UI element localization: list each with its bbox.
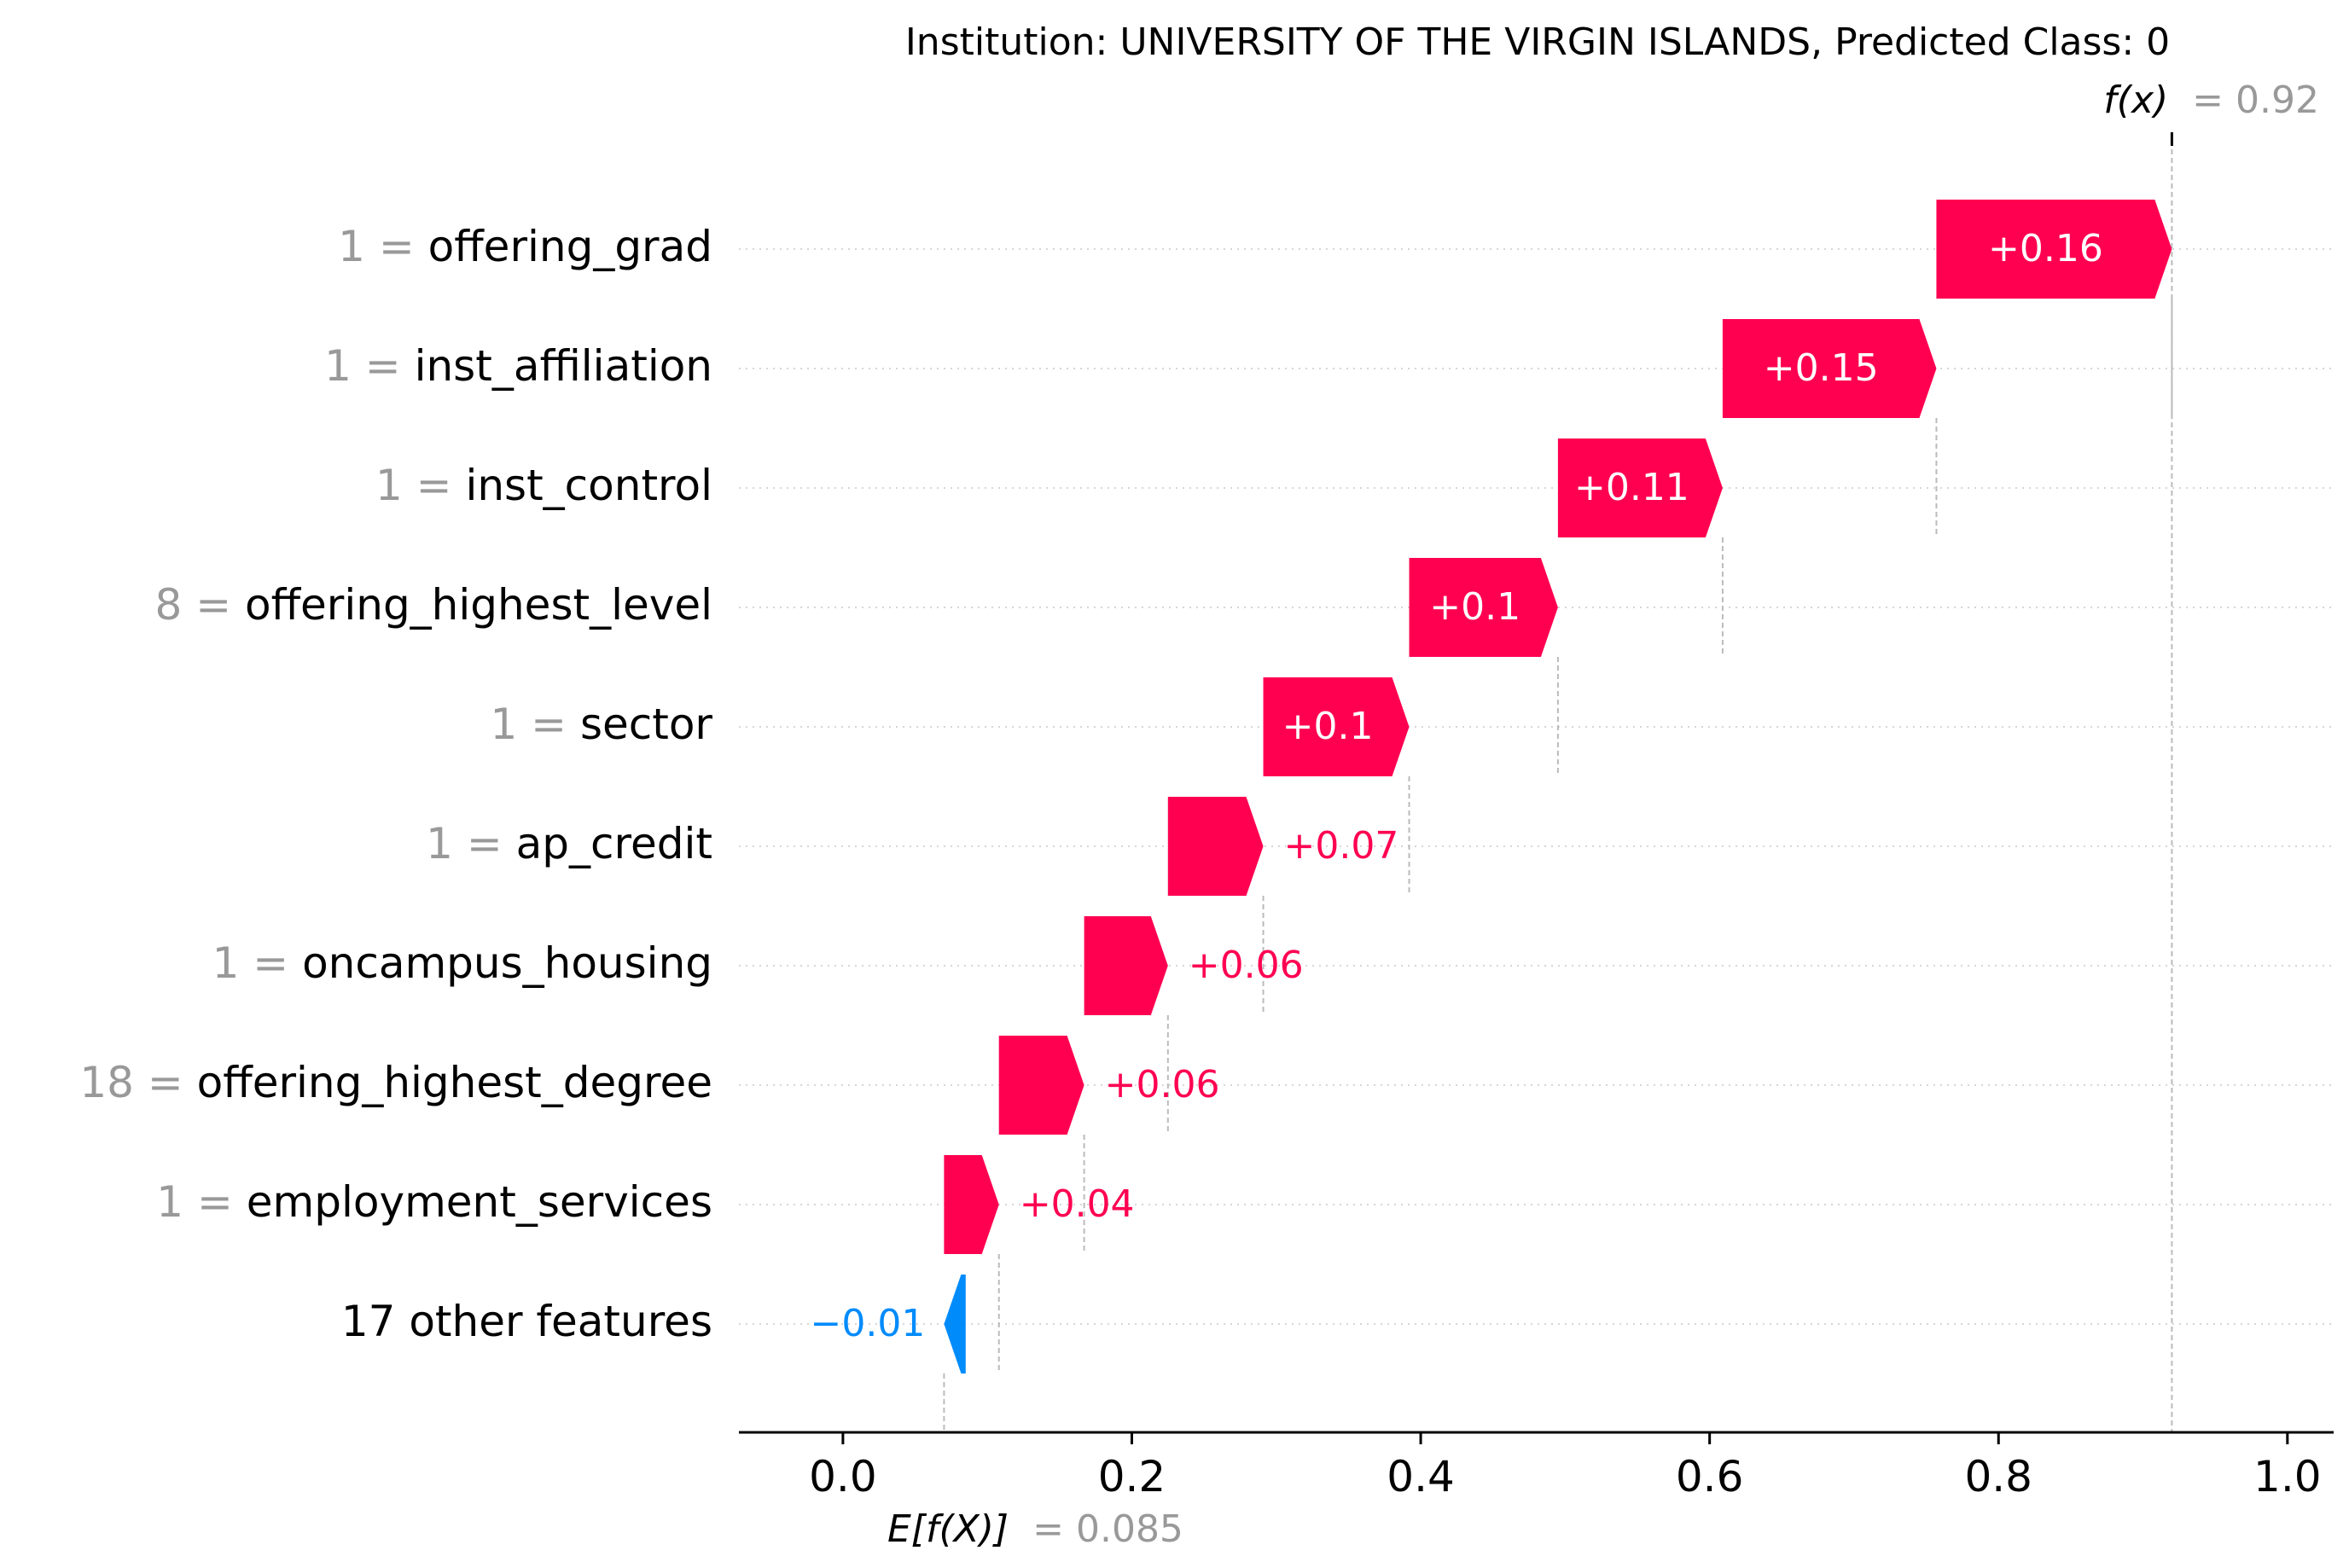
- x-tick-label: 1.0: [2253, 1452, 2322, 1501]
- bar-employment_services: [944, 1155, 999, 1254]
- feature-value: 1 =: [338, 222, 428, 271]
- chart-title: Institution: UNIVERSITY OF THE VIRGIN IS…: [905, 20, 2170, 64]
- feature-label: 1 = ap_credit: [426, 819, 712, 868]
- feature-label: 17 other features: [341, 1297, 712, 1346]
- x-tick-label: 0.8: [1964, 1452, 2032, 1501]
- bar-value-label: +0.1: [1282, 705, 1374, 748]
- bar-value-label: +0.16: [1988, 227, 2103, 270]
- x-tick-label: 0.0: [809, 1452, 877, 1501]
- feature-value: 1 =: [426, 819, 516, 868]
- feature-label: 8 = offering_highest_level: [155, 580, 713, 630]
- fx-value: = 0.92: [2192, 78, 2319, 122]
- feature-name: employment_services: [247, 1177, 712, 1227]
- bar-offering_highest_level: [1409, 558, 1558, 657]
- bar-oncampus_housing: [1084, 916, 1168, 1015]
- feature-name: offering_highest_degree: [197, 1058, 712, 1107]
- bar-offering_grad: [1936, 200, 2172, 299]
- feature-name: offering_highest_level: [245, 580, 712, 630]
- bar-offering_highest_degree: [998, 1036, 1084, 1135]
- feature-name: ap_credit: [516, 819, 712, 868]
- feature-label: 18 = offering_highest_degree: [79, 1058, 712, 1107]
- feature-label: 1 = inst_control: [375, 461, 712, 510]
- reference-lines: [943, 132, 2173, 1432]
- bar-inst_affiliation: [1722, 319, 1937, 418]
- feature-value: 1 =: [212, 938, 303, 988]
- bar-inst_control: [1557, 438, 1723, 537]
- fx-annotation: f(x) = 0.92: [2103, 78, 2319, 122]
- feature-value: 1 =: [324, 341, 415, 391]
- bar-value-label: +0.04: [1020, 1182, 1135, 1226]
- feature-name: 17 other features: [341, 1297, 712, 1346]
- feature-value: 1 =: [156, 1177, 247, 1227]
- feature-label: 1 = inst_affiliation: [324, 341, 712, 391]
- x-axis: 0.0 0.2 0.4 0.6 0.8 1.0: [739, 1431, 2334, 1501]
- bar-ap_credit: [1167, 797, 1264, 896]
- feature-label: 1 = oncampus_housing: [212, 938, 712, 988]
- feature-value: 8 =: [155, 580, 246, 630]
- fx-label: f(x): [2103, 78, 2168, 122]
- feature-label: 1 = sector: [490, 700, 712, 749]
- feature-label: 1 = employment_services: [156, 1177, 712, 1227]
- feature-name: sector: [580, 700, 712, 749]
- base-value: = 0.085: [1032, 1507, 1183, 1551]
- bar-value-label: −0.01: [811, 1302, 926, 1345]
- bar-value-label: +0.06: [1189, 944, 1304, 987]
- feature-name: inst_affiliation: [415, 341, 712, 391]
- feature-value: 1 =: [375, 461, 466, 510]
- x-tick-label: 0.4: [1387, 1452, 1455, 1501]
- feature-name: offering_grad: [428, 222, 712, 271]
- base-label: E[f(X)]: [887, 1507, 1009, 1551]
- bar-17-other-features: [944, 1275, 966, 1373]
- feature-name: oncampus_housing: [302, 938, 712, 988]
- feature-label: 1 = offering_grad: [338, 222, 712, 271]
- x-tick-label: 0.2: [1098, 1452, 1166, 1501]
- x-tick-label: 0.6: [1676, 1452, 1744, 1501]
- bar-sector: [1263, 677, 1410, 776]
- bar-value-label: +0.06: [1105, 1063, 1220, 1106]
- bar-value-label: +0.1: [1429, 585, 1520, 629]
- feature-value: 1 =: [490, 700, 580, 749]
- bar-value-label: +0.07: [1284, 824, 1399, 868]
- bars: +0.16 +0.15 +0.11 +0.1 +0.1 +0.07 +0.06 +0.06 +0…: [811, 200, 2172, 1373]
- base-annotation: E[f(X)] = 0.085: [887, 1507, 1183, 1551]
- bar-value-label: +0.11: [1574, 466, 1689, 509]
- feature-value: 18 =: [79, 1058, 196, 1107]
- bar-value-label: +0.15: [1764, 346, 1879, 390]
- feature-name: inst_control: [465, 461, 712, 510]
